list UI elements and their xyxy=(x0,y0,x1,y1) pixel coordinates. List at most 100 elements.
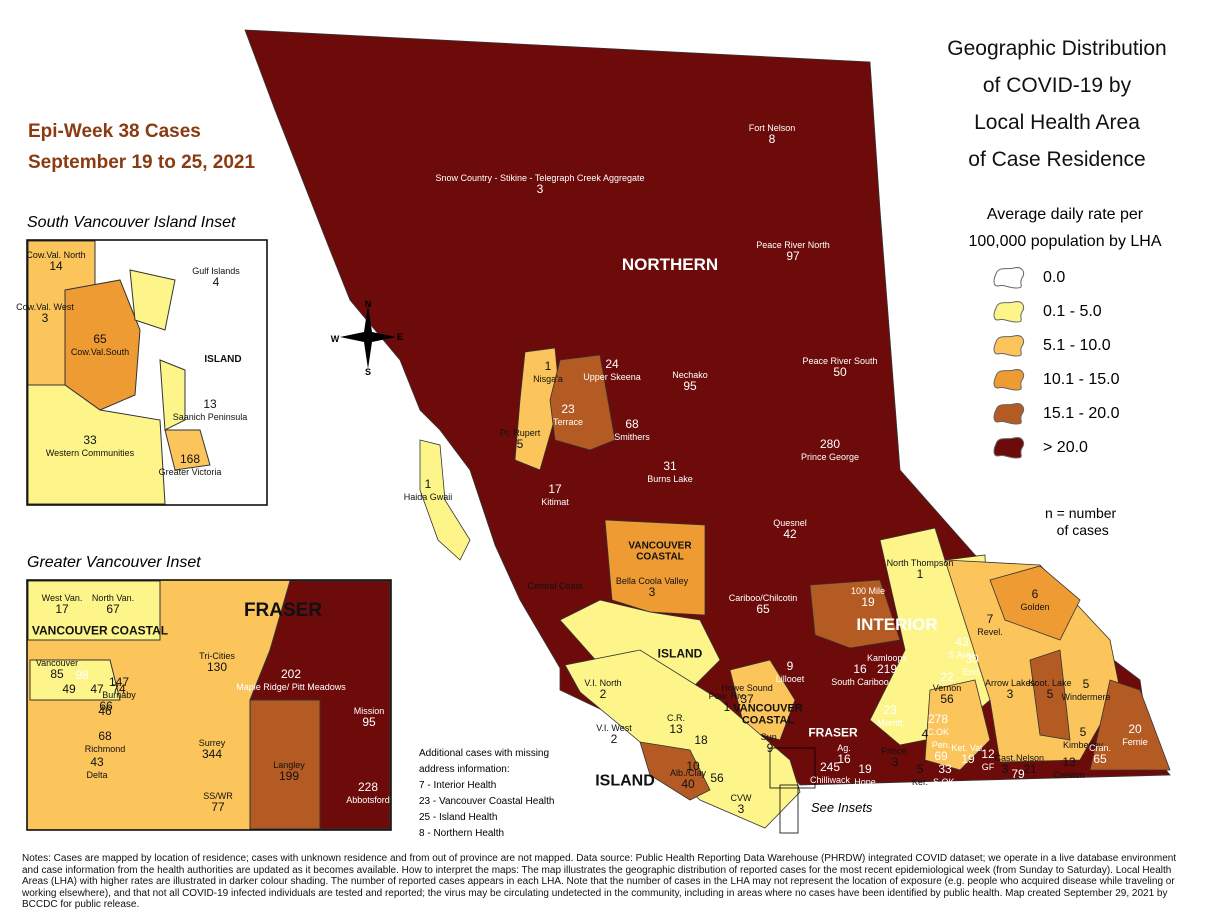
area-cases: 202 xyxy=(280,666,302,681)
area-label: Peace River South 50 xyxy=(802,356,877,380)
area-name: Arrow Lakes xyxy=(984,677,1036,688)
area-cases: 47 xyxy=(90,682,104,697)
area-cases: 4 xyxy=(921,727,929,742)
area-cases: 46 xyxy=(98,704,112,719)
inset-box xyxy=(779,784,799,834)
area-label: 20 Fernie xyxy=(1122,722,1148,747)
area-cases: 14 xyxy=(49,259,63,274)
area-name: Pr. Rupert xyxy=(499,427,541,438)
inset-title: South Vancouver Island Inset xyxy=(27,214,236,231)
area-label: Quesnel 42 xyxy=(773,518,807,542)
area-label: Vernon 56 xyxy=(933,683,962,707)
area-name: Trail xyxy=(1009,781,1027,792)
area-label: 168 Greater Victoria xyxy=(158,452,222,477)
area-label: 5 Windermere xyxy=(1061,677,1111,702)
area-name: South Cariboo xyxy=(831,676,889,687)
area-name: S.Arm. xyxy=(948,649,976,660)
area-cases: 3 xyxy=(536,182,544,197)
area-name: Mission xyxy=(353,705,385,716)
area-label: 202 Maple Ridge/ Pitt Meadows xyxy=(236,666,346,692)
area-name: Cow.Val. West xyxy=(16,301,74,312)
area-cases: 69 xyxy=(934,749,948,764)
legend-swatch xyxy=(993,335,1025,357)
legend-swatch xyxy=(993,369,1025,391)
area-cases: 1 xyxy=(544,358,552,373)
area-name: Upper Skeena xyxy=(583,371,641,382)
area-cases: 8 xyxy=(768,132,776,147)
area-label: Cariboo/Chilcotin 65 xyxy=(729,593,798,617)
area-name: Terrace xyxy=(552,416,584,427)
area-name: Nelson xyxy=(1015,752,1045,763)
area-name: V.I. North xyxy=(584,677,622,688)
area-name: Vernon xyxy=(932,682,962,693)
title-line: Geographic Distribution xyxy=(947,37,1167,60)
legend-title-line: Average daily rate per xyxy=(986,206,1144,223)
inset-area xyxy=(27,580,161,641)
subtitle-line: September 19 to 25, 2021 xyxy=(28,152,256,173)
area-cases: 3 xyxy=(648,585,656,600)
area-label: 98 xyxy=(75,668,88,683)
area-cases: 95 xyxy=(362,715,376,730)
area-name: Ag. xyxy=(837,742,851,753)
inset-area xyxy=(129,269,176,331)
region-label: INTERIOR xyxy=(856,615,938,635)
area-name: Delta xyxy=(86,769,108,780)
area-cases: 13 xyxy=(203,396,217,411)
legend-swatch xyxy=(993,267,1025,289)
fernie xyxy=(1089,679,1171,771)
area-label: 278 C.OK xyxy=(927,712,949,737)
area-cases: 56 xyxy=(940,692,954,707)
area-cases: 2 xyxy=(610,732,618,747)
area-label: V.I. West 2 xyxy=(596,723,632,747)
area-cases: 199 xyxy=(278,769,300,784)
area-name: Greater Victoria xyxy=(158,466,222,477)
area-name: Windermere xyxy=(1061,691,1111,702)
area-cases: 219 xyxy=(876,662,898,677)
area-label: 31 Burns Lake xyxy=(647,459,693,484)
area-cases: 228 xyxy=(357,779,379,794)
area-label: Ket. Val. 19 xyxy=(951,743,984,767)
additional-item: 8 - Northern Health xyxy=(419,828,505,839)
area-cases: 68 xyxy=(625,416,639,431)
area-label: Arrow Lakes 3 xyxy=(985,678,1035,702)
area-name: Smithers xyxy=(614,431,650,442)
area-label: 10 xyxy=(686,759,699,774)
nisgaa xyxy=(514,347,561,471)
area-cases: 13 xyxy=(669,722,683,737)
additional-item: 7 - Interior Health xyxy=(419,780,497,791)
compass-rose xyxy=(340,305,396,369)
area-cases: 77 xyxy=(211,800,225,815)
area-cases: 5 xyxy=(916,761,924,776)
area-cases: 65 xyxy=(756,602,770,617)
area-cases: 1 xyxy=(723,700,731,715)
area-cases: 79 xyxy=(1011,766,1025,781)
area-label: Cast. 3 xyxy=(994,753,1015,777)
notes: Notes: Cases are mapped by location of r… xyxy=(22,853,1177,910)
area-cases: 23 xyxy=(883,702,897,717)
inset-box xyxy=(769,747,816,789)
inset-area xyxy=(164,429,211,471)
area-label: Cran. 65 xyxy=(1089,743,1111,767)
legend-label: 5.1 - 10.0 xyxy=(1043,337,1111,354)
area-label: 100 Mile 19 xyxy=(851,586,885,610)
inset-area xyxy=(27,384,166,505)
area-name: V.I. West xyxy=(596,722,632,733)
area-label: 68 Richmond xyxy=(85,729,126,754)
area-cases: 74 xyxy=(112,682,126,697)
area-label: 1 Nisga'a xyxy=(533,358,563,384)
area-label: 17 Kitimat xyxy=(541,482,569,507)
area-name: Western Communities xyxy=(45,447,135,458)
area-name: Burnaby xyxy=(102,689,136,700)
area-name: C.R. xyxy=(667,712,685,723)
legend-title: Average daily rate per 100,000 population… xyxy=(930,201,1200,255)
koot xyxy=(1029,649,1071,741)
area-name: Cariboo/Chilcotin xyxy=(728,592,798,603)
area-cases: 2 xyxy=(599,687,607,702)
area-label: Snow Country - Stikine - Telegraph Creek… xyxy=(436,173,645,197)
area-label: 79 Trail xyxy=(1009,766,1027,792)
area-cases: 33 xyxy=(83,432,97,447)
area-label: 68 Smithers xyxy=(614,416,650,442)
area-name: Peace River South xyxy=(802,355,878,366)
area-name: End. xyxy=(962,666,982,677)
area-name: Ker. xyxy=(911,776,929,787)
